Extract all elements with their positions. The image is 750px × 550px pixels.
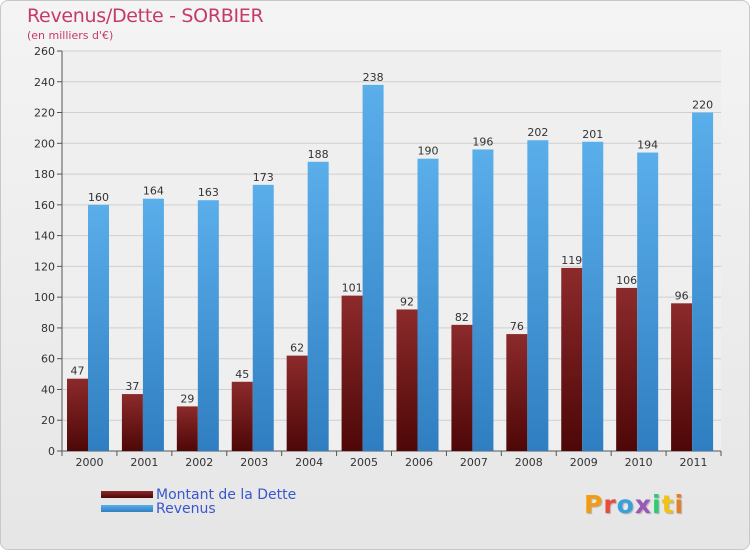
chart-title: Revenus/Dette - SORBIER	[27, 5, 264, 27]
x-tick-label: 2003	[240, 456, 268, 469]
bar-revenus	[527, 140, 549, 451]
logo-letter: o	[616, 490, 635, 519]
chart-subtitle: (en milliers d'€)	[27, 29, 114, 42]
bar-debt	[176, 406, 198, 451]
data-label-revenus: 190	[418, 145, 439, 158]
bar-revenus	[582, 141, 604, 451]
bar-debt	[616, 287, 638, 451]
data-label-debt: 101	[342, 282, 363, 295]
bar-debt	[451, 324, 473, 451]
bar-revenus	[637, 152, 659, 452]
bars	[67, 84, 714, 452]
bar-debt	[561, 267, 583, 451]
bar-debt	[67, 378, 88, 451]
data-label-revenus: 188	[308, 148, 329, 161]
data-label-revenus: 194	[637, 139, 658, 152]
bar-debt	[506, 334, 528, 451]
bar-debt	[231, 381, 253, 451]
y-tick-label: 160	[34, 199, 55, 212]
legend-label-debt: Montant de la Dette	[156, 487, 297, 503]
plot-area	[62, 51, 721, 451]
data-label-debt: 119	[561, 254, 582, 267]
logo-letter: r	[603, 490, 617, 519]
data-labels: 47 160 37 164 29 163 45 173 62 188 101 238 92 190 82 19…	[71, 71, 714, 406]
bar-revenus	[197, 200, 219, 451]
x-tick-label: 2005	[350, 456, 378, 469]
y-tick-label: 240	[34, 76, 55, 89]
data-label-revenus: 160	[88, 191, 109, 204]
data-label-debt: 37	[125, 380, 139, 393]
bar-revenus	[142, 198, 164, 451]
data-label-debt: 106	[616, 274, 637, 287]
logo-letter: i	[674, 490, 685, 519]
data-label-debt: 45	[235, 368, 249, 381]
bar-revenus	[362, 84, 384, 451]
data-label-revenus: 238	[363, 71, 384, 84]
data-label-debt: 62	[290, 342, 304, 355]
logo-letter: t	[661, 490, 675, 519]
data-label-revenus: 196	[472, 135, 493, 148]
x-tick-label: 2000	[75, 456, 103, 469]
y-tick-label: 20	[41, 414, 55, 427]
bar-revenus	[692, 112, 714, 452]
logo-letter: x	[634, 490, 652, 519]
bar-debt	[286, 355, 308, 451]
x-tick-label: 2011	[680, 456, 708, 469]
data-label-revenus: 201	[582, 128, 603, 141]
bar-revenus	[252, 184, 274, 451]
data-label-debt: 96	[675, 289, 689, 302]
y-tick-label: 120	[34, 260, 55, 273]
x-tick-label: 2001	[130, 456, 158, 469]
data-label-debt: 82	[455, 311, 469, 324]
x-tick-label: 2009	[570, 456, 598, 469]
y-tick-label: 260	[34, 45, 55, 58]
logo-letter: i	[652, 490, 662, 519]
data-label-revenus: 220	[692, 99, 713, 112]
data-label-revenus: 173	[253, 171, 274, 184]
data-label-revenus: 202	[527, 126, 548, 139]
bar-debt	[121, 394, 143, 451]
x-tick-label: 2002	[185, 456, 213, 469]
x-tick-label: 2004	[295, 456, 323, 469]
bar-revenus	[472, 149, 494, 451]
bar-debt	[341, 295, 363, 451]
bar-revenus	[417, 158, 439, 451]
legend-swatch-revenus	[101, 505, 153, 512]
legend-label-revenus: Revenus	[156, 501, 216, 517]
grid-lines	[62, 50, 721, 452]
y-tick-label: 40	[41, 383, 55, 396]
logo-letter: P	[584, 490, 604, 519]
x-tick-label: 2010	[625, 456, 653, 469]
y-tick-label: 0	[48, 445, 55, 458]
y-tick-label: 180	[34, 168, 55, 181]
proxiti-logo: Proxiti	[584, 490, 684, 519]
data-label-debt: 29	[180, 392, 194, 405]
y-tick-label: 140	[34, 230, 55, 243]
bar-revenus	[307, 161, 329, 451]
y-tick-label: 200	[34, 137, 55, 150]
x-tick-label: 2007	[460, 456, 488, 469]
data-label-debt: 47	[71, 365, 85, 378]
y-tick-label: 220	[34, 107, 55, 120]
y-tick-label: 80	[41, 322, 55, 335]
bar-debt	[671, 303, 693, 451]
legend-swatch-debt	[101, 491, 153, 498]
x-tick-label: 2006	[405, 456, 433, 469]
axes: 0 20 40 60 80 100 120 140 160 180 200 220 240 260 2000…	[34, 45, 722, 469]
y-tick-label: 100	[34, 291, 55, 304]
data-label-revenus: 164	[143, 185, 164, 198]
data-label-revenus: 163	[198, 186, 219, 199]
bar-debt	[396, 309, 418, 451]
y-tick-label: 60	[41, 353, 55, 366]
bar-revenus	[88, 204, 109, 451]
data-label-debt: 92	[400, 295, 414, 308]
x-tick-label: 2008	[515, 456, 543, 469]
data-label-debt: 76	[510, 320, 524, 333]
